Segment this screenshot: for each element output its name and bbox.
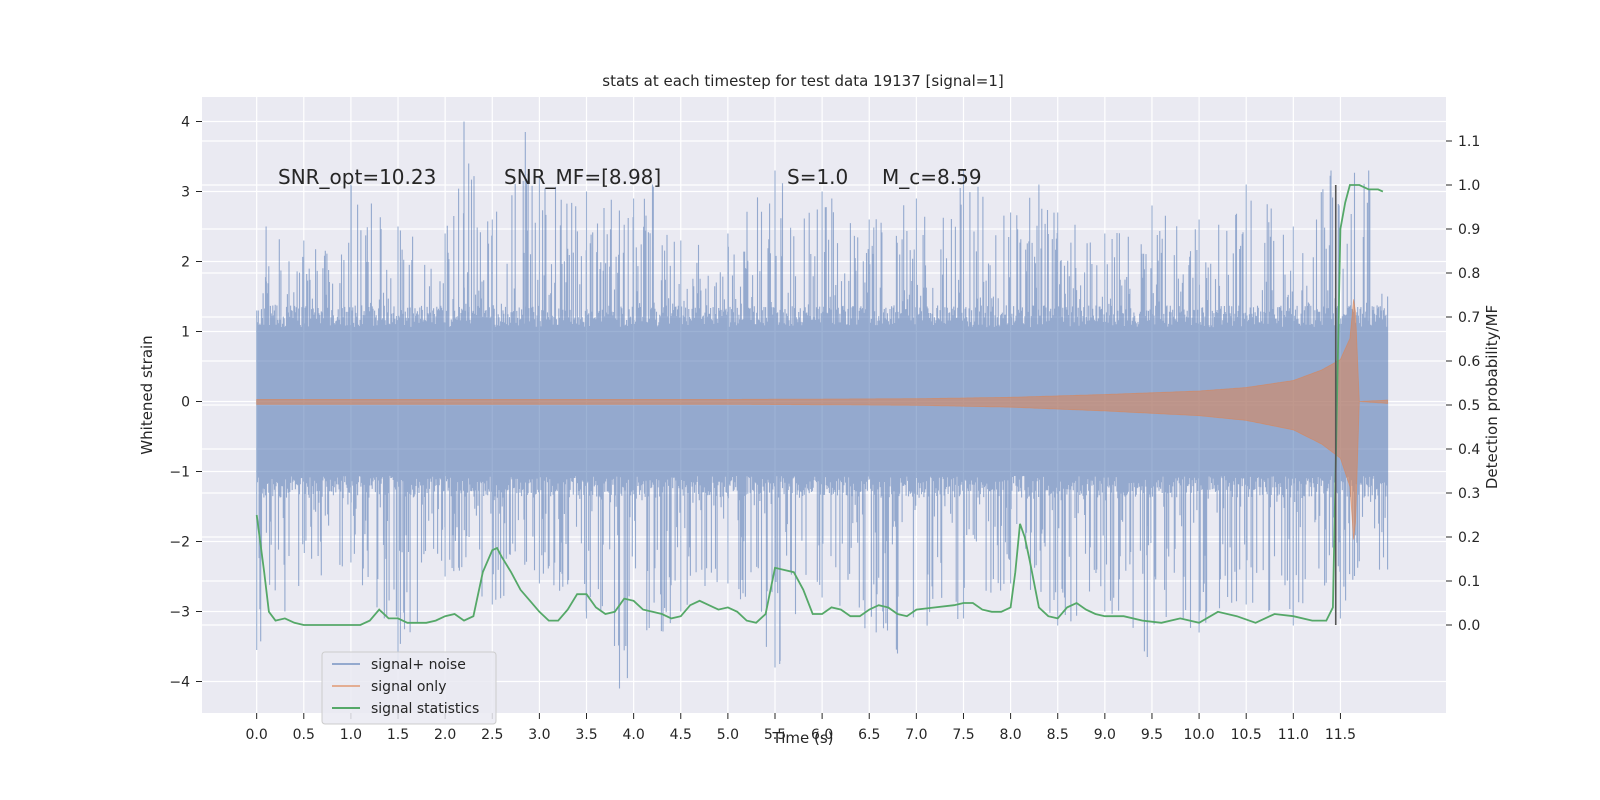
x-tick-label: 6.5 bbox=[858, 727, 880, 743]
y2-tick-label: 0.7 bbox=[1458, 310, 1480, 326]
annotation-mc: M_c=8.59 bbox=[882, 165, 982, 189]
y-tick-label: −1 bbox=[169, 465, 190, 481]
y2-tick-label: 0.5 bbox=[1458, 398, 1480, 414]
x-tick-label: 8.5 bbox=[1047, 727, 1069, 743]
y-axis-ticks: 4 3 2 1 0 −1 −2 −3 −4 bbox=[169, 115, 202, 691]
x-tick-label: 1.0 bbox=[340, 727, 362, 743]
x-tick-label: 9.5 bbox=[1141, 727, 1163, 743]
x-tick-label: 1.5 bbox=[387, 727, 409, 743]
y2-tick-label: 0.3 bbox=[1458, 486, 1480, 502]
y2-tick-label: 0.8 bbox=[1458, 266, 1480, 282]
x-tick-label: 2.0 bbox=[434, 727, 456, 743]
x-axis-ticks: 0.0 0.5 1.0 1.5 2.0 2.5 3.0 3.5 4.0 4.5 5.0 5.5 6.0 6… bbox=[246, 713, 1356, 743]
y-tick-label: 1 bbox=[181, 325, 190, 341]
statistics-line bbox=[255, 184, 1384, 626]
x-tick-label: 0.5 bbox=[293, 727, 315, 743]
y2-axis-ticks: 1.1 1.0 0.9 0.8 0.7 0.6 0.5 0.4 0.3 0.2 0.1 0.0 bbox=[1446, 134, 1480, 634]
y2-tick-label: 0.1 bbox=[1458, 574, 1480, 590]
annotation-snr-opt: SNR_opt=10.23 bbox=[278, 165, 436, 189]
y-tick-label: −2 bbox=[169, 535, 190, 551]
x-axis-title: Time (s) bbox=[772, 729, 834, 747]
y2-tick-label: 0.9 bbox=[1458, 222, 1480, 238]
x-tick-label: 4.5 bbox=[670, 727, 692, 743]
legend-label-signal: signal only bbox=[371, 679, 446, 695]
y2-tick-label: 1.0 bbox=[1458, 178, 1480, 194]
y-tick-label: −3 bbox=[169, 605, 190, 621]
x-tick-label: 11.5 bbox=[1325, 727, 1356, 743]
y-tick-label: −4 bbox=[169, 675, 190, 691]
legend-label-stats: signal statistics bbox=[371, 701, 479, 717]
y-tick-label: 4 bbox=[181, 115, 190, 131]
signal-envelope bbox=[256, 299, 1388, 540]
y2-tick-label: 1.1 bbox=[1458, 134, 1480, 150]
annotation-s: S=1.0 bbox=[787, 165, 848, 189]
x-tick-label: 9.0 bbox=[1094, 727, 1116, 743]
x-tick-label: 5.0 bbox=[717, 727, 739, 743]
y2-tick-label: 0.4 bbox=[1458, 442, 1480, 458]
x-tick-label: 7.5 bbox=[952, 727, 974, 743]
y-axis-title: Whitened strain bbox=[138, 335, 156, 454]
y-tick-label: 3 bbox=[181, 185, 190, 201]
x-tick-label: 2.5 bbox=[481, 727, 503, 743]
x-tick-label: 5.5 bbox=[764, 727, 786, 743]
series-signal-only bbox=[256, 299, 1388, 540]
x-tick-label: 4.0 bbox=[622, 727, 644, 743]
annotation-snr-mf: SNR_MF=[8.98] bbox=[504, 165, 661, 189]
y2-tick-label: 0.0 bbox=[1458, 618, 1480, 634]
y-tick-label: 0 bbox=[181, 395, 190, 411]
chart-title: stats at each timestep for test data 191… bbox=[602, 72, 1003, 90]
series-signal-statistics bbox=[255, 184, 1384, 626]
y-tick-label: 2 bbox=[181, 255, 190, 271]
x-tick-label: 6.0 bbox=[811, 727, 833, 743]
legend-label-noise: signal+ noise bbox=[371, 657, 466, 673]
x-tick-label: 8.0 bbox=[999, 727, 1021, 743]
x-tick-label: 11.0 bbox=[1278, 727, 1309, 743]
y2-tick-label: 0.2 bbox=[1458, 530, 1480, 546]
y2-tick-label: 0.6 bbox=[1458, 354, 1480, 370]
x-tick-label: 10.0 bbox=[1183, 727, 1214, 743]
x-tick-label: 10.5 bbox=[1231, 727, 1262, 743]
x-tick-label: 3.5 bbox=[575, 727, 597, 743]
x-tick-label: 7.0 bbox=[905, 727, 927, 743]
x-tick-label: 3.0 bbox=[528, 727, 550, 743]
legend: signal+ noise signal only signal statist… bbox=[321, 651, 497, 725]
y2-axis-title: Detection probability/MF bbox=[1483, 305, 1501, 489]
x-tick-label: 0.0 bbox=[246, 727, 268, 743]
legend-box bbox=[321, 651, 497, 725]
